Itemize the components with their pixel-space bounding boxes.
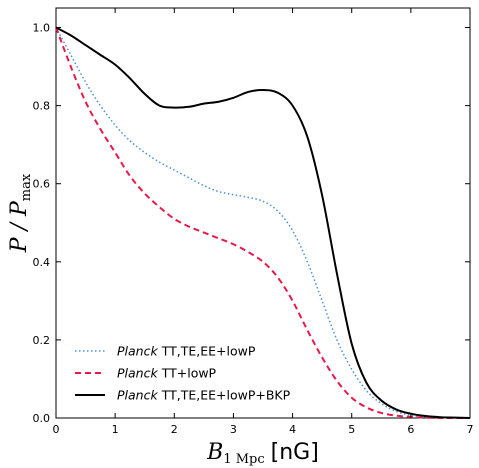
legend-entry-1-text: TT+lowP xyxy=(158,366,217,381)
series-line-2 xyxy=(55,26,471,419)
legend-entry-2-italic: Planck xyxy=(117,388,158,403)
x-axis-subscript: 1 Mpc xyxy=(223,452,264,467)
y-axis-symbol: P / P xyxy=(7,200,32,253)
series-line-0 xyxy=(55,27,471,419)
legend-entry-0-italic: Planck xyxy=(117,344,158,359)
y-tick-label-3: 0.6 xyxy=(33,178,51,191)
legend-entry-1-italic: Planck xyxy=(117,366,158,381)
y-tick-label-1: 0.2 xyxy=(33,334,51,347)
legend-entry-0: Planck TT,TE,EE+lowP xyxy=(117,344,256,359)
x-tick-label-4: 4 xyxy=(289,423,296,436)
x-tick-label-0: 0 xyxy=(53,423,60,436)
legend-entry-0-text: TT,TE,EE+lowP xyxy=(158,344,256,359)
x-tick-label-2: 2 xyxy=(171,423,178,436)
x-axis-unit: [nG] xyxy=(271,440,319,465)
y-axis-label: P / Pmax xyxy=(7,173,34,253)
y-tick-label-4: 0.8 xyxy=(33,100,51,113)
series-layer xyxy=(55,26,471,420)
x-tick-label-7: 7 xyxy=(467,423,474,436)
x-tick-label-5: 5 xyxy=(348,423,355,436)
legend-entry-2: Planck TT,TE,EE+lowP+BKP xyxy=(117,388,291,403)
y-tick-label-5: 1.0 xyxy=(33,22,51,35)
plot-frame xyxy=(55,7,471,419)
legend-entry-1: Planck TT+lowP xyxy=(117,366,217,381)
x-tick-label-6: 6 xyxy=(407,423,414,436)
series-line-1 xyxy=(55,27,470,420)
legend-entry-2-text: TT,TE,EE+lowP+BKP xyxy=(158,388,291,403)
x-axis-label: B1 Mpc [nG] xyxy=(206,440,319,467)
x-axis-symbol: B xyxy=(206,440,223,465)
y-tick-label-0: 0.0 xyxy=(33,412,51,425)
y-tick-label-2: 0.4 xyxy=(33,256,51,269)
x-tick-label-1: 1 xyxy=(112,423,119,436)
y-axis-subscript: max xyxy=(19,173,34,201)
x-tick-label-3: 3 xyxy=(230,423,237,436)
ticks-layer: 0 1 2 3 4 5 6 7 0.0 0.2 0.4 0.6 0.8 1.0 xyxy=(33,8,474,436)
